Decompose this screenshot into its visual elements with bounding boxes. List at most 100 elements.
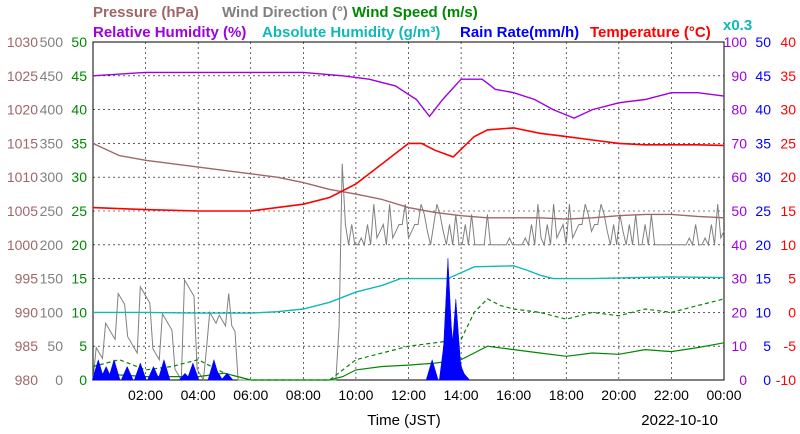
legend-wind-speed: Wind Speed (m/s) — [352, 4, 478, 21]
legend-x03: x0.3 — [723, 17, 752, 34]
rain-bar — [120, 365, 134, 381]
y-tick-wind-dir: 500 — [40, 34, 64, 50]
y-tick-wind-dir: 100 — [40, 304, 64, 320]
y-tick-temperature: -5 — [784, 338, 797, 354]
y-tick-wind-dir: 250 — [40, 203, 64, 219]
y-tick-temperature: 0 — [788, 304, 796, 320]
y-tick-wind-speed: 20 — [71, 237, 87, 253]
x-tick-label: 20:00 — [601, 387, 636, 403]
x-tick-label: 12:00 — [391, 387, 426, 403]
y-tick-wind-speed: 45 — [71, 68, 87, 84]
y-tick-pressure: 980 — [15, 372, 39, 388]
y-tick-rain: 30 — [755, 169, 771, 185]
y-tick-pressure: 985 — [15, 338, 39, 354]
rain-bar — [133, 362, 147, 381]
rain-bar — [210, 369, 224, 381]
y-tick-wind-speed: 10 — [71, 304, 87, 320]
wind-direction-series — [92, 163, 725, 382]
y-tick-pressure: 1030 — [7, 34, 38, 50]
y-tick-wind-dir: 350 — [40, 135, 64, 151]
legend-rain: Rain Rate(mm/h) — [460, 24, 579, 41]
x-tick-label: 22:00 — [654, 387, 689, 403]
y-tick-wind-speed: 15 — [71, 271, 87, 287]
y-tick-wind-speed: 50 — [71, 34, 87, 50]
y-tick-wind-speed: 30 — [71, 169, 87, 185]
y-tick-humidity: 0 — [739, 372, 747, 388]
y-tick-wind-speed: 40 — [71, 102, 87, 118]
y-tick-rain: 25 — [755, 203, 771, 219]
y-tick-wind-speed: 0 — [79, 372, 87, 388]
rain-bar — [91, 358, 105, 381]
y-tick-temperature: 5 — [788, 271, 796, 287]
y-tick-rain: 35 — [755, 135, 771, 151]
plot-area: 1030102510201015101010051000995990985980… — [7, 34, 796, 403]
legend-pressure: Pressure (hPa) — [93, 4, 199, 21]
y-tick-rain: 5 — [763, 338, 771, 354]
y-tick-wind-dir: 150 — [40, 271, 64, 287]
y-tick-pressure: 1010 — [7, 169, 38, 185]
y-tick-rain: 10 — [755, 304, 771, 320]
y-tick-wind-dir: 400 — [40, 102, 64, 118]
y-tick-pressure: 1025 — [7, 68, 38, 84]
x-tick-label: 16:00 — [496, 387, 531, 403]
y-tick-rain: 15 — [755, 271, 771, 287]
y-tick-rain: 45 — [755, 68, 771, 84]
legend-abs-humidity: Absolute Humidity (g/m³) — [262, 24, 440, 41]
y-tick-humidity: 70 — [731, 135, 747, 151]
y-tick-temperature: -10 — [776, 372, 796, 388]
y-tick-wind-dir: 300 — [40, 169, 64, 185]
rain-bar — [107, 358, 121, 381]
y-tick-temperature: 10 — [780, 237, 796, 253]
y-tick-humidity: 50 — [731, 203, 747, 219]
y-tick-temperature: 40 — [780, 34, 796, 50]
y-tick-humidity: 60 — [731, 169, 747, 185]
humidity-series — [92, 71, 725, 119]
abs-humidity-series — [93, 265, 725, 314]
rain-bar — [186, 362, 200, 381]
date-label: 2022-10-10 — [641, 412, 718, 429]
rain-bar — [457, 372, 471, 381]
pressure-series — [92, 142, 725, 220]
x-axis-label: Time (JST) — [367, 412, 441, 429]
y-tick-pressure: 1020 — [7, 102, 38, 118]
y-tick-humidity: 20 — [731, 304, 747, 320]
y-tick-humidity: 10 — [731, 338, 747, 354]
legend-wind-direction: Wind Direction (°) — [222, 4, 348, 21]
y-tick-temperature: 30 — [780, 102, 796, 118]
y-tick-humidity: 90 — [731, 68, 747, 84]
y-tick-temperature: 25 — [780, 135, 796, 151]
y-tick-wind-dir: 450 — [40, 68, 64, 84]
x-tick-label: 10:00 — [338, 387, 373, 403]
wind-speed-gust-series — [92, 298, 725, 381]
rain-bar — [220, 372, 234, 381]
rain-bar — [425, 358, 439, 381]
y-tick-pressure: 990 — [15, 304, 39, 320]
x-tick-label: 08:00 — [286, 387, 321, 403]
temperature-series — [92, 127, 725, 212]
y-tick-rain: 20 — [755, 237, 771, 253]
x-tick-label: 06:00 — [233, 387, 268, 403]
y-tick-wind-dir: 0 — [55, 372, 63, 388]
x-tick-label: 14:00 — [444, 387, 479, 403]
y-tick-wind-speed: 25 — [71, 203, 87, 219]
y-tick-humidity: 30 — [731, 271, 747, 287]
x-tick-label: 18:00 — [549, 387, 584, 403]
y-tick-wind-speed: 35 — [71, 135, 87, 151]
legend-temperature: Temperature (°C) — [590, 24, 711, 41]
y-tick-pressure: 995 — [15, 271, 39, 287]
y-tick-humidity: 40 — [731, 237, 747, 253]
y-tick-humidity: 100 — [724, 34, 748, 50]
y-tick-rain: 40 — [755, 102, 771, 118]
legend: Pressure (hPa) Wind Direction (°) Wind S… — [93, 4, 752, 41]
y-tick-pressure: 1015 — [7, 135, 38, 151]
x-tick-label: 00:00 — [706, 387, 741, 403]
y-tick-pressure: 1000 — [7, 237, 38, 253]
y-tick-wind-dir: 200 — [40, 237, 64, 253]
y-tick-wind-dir: 50 — [47, 338, 63, 354]
y-tick-temperature: 20 — [780, 169, 796, 185]
x-tick-label: 02:00 — [128, 387, 163, 403]
y-tick-rain: 50 — [755, 34, 771, 50]
legend-humidity: Relative Humidity (%) — [93, 24, 246, 41]
y-tick-humidity: 80 — [731, 102, 747, 118]
rain-bar — [147, 365, 160, 381]
